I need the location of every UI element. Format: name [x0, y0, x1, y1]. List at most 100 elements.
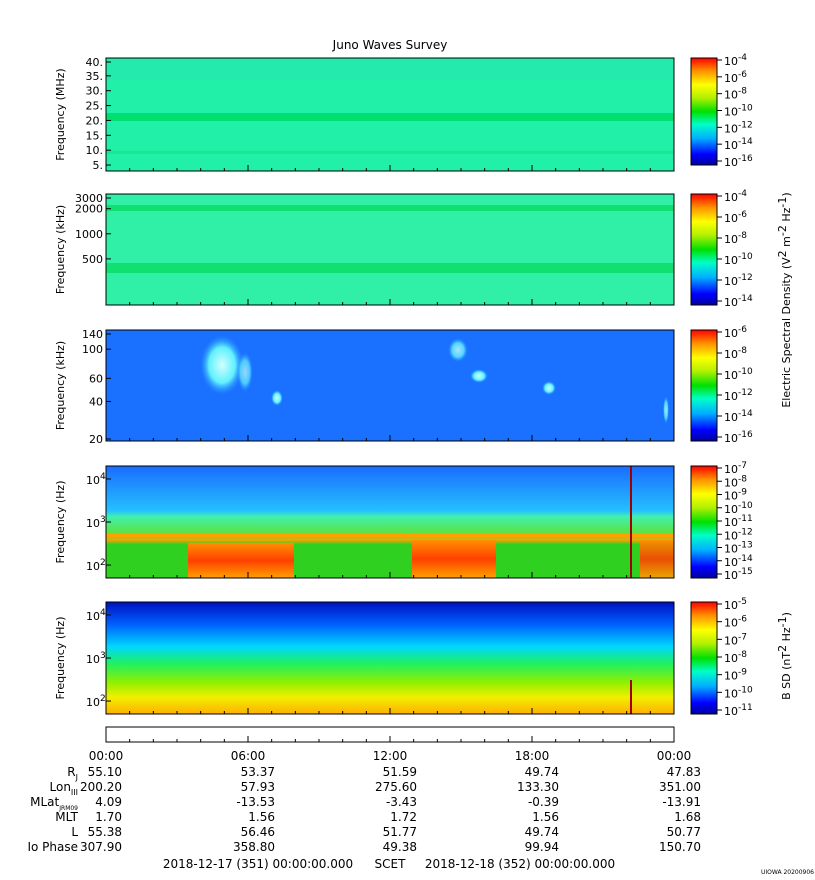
panel-2-colorbar	[690, 193, 718, 306]
panel-5-spectrogram	[105, 601, 675, 715]
panel-3-colorbar-label: 10-14	[724, 409, 753, 424]
xtick-label: 00:00	[657, 749, 692, 763]
panel-3-colorbar-label: 10-10	[724, 367, 753, 382]
ephemeris-value: 49.74	[525, 825, 559, 839]
band-20mhz	[106, 113, 674, 121]
panel-5-colorbar	[690, 601, 718, 715]
panel-5-colorbar-label: 10-10	[724, 685, 753, 700]
panel-1-colorbar-label: 10-6	[724, 70, 747, 85]
panel-4-ytick-label: 103	[86, 515, 106, 530]
xtick-label: 00:00	[89, 749, 124, 763]
ephemeris-value: 1.70	[95, 810, 122, 824]
panel-2-ylabel: Frequency (kHz)	[54, 205, 67, 294]
panel-1-spectrogram	[105, 57, 675, 172]
ephemeris-row-label: Io Phase	[27, 840, 78, 854]
ephemeris-value: 53.37	[241, 765, 275, 779]
ephemeris-value: 307.90	[80, 840, 122, 854]
chart-title: Juno Waves Survey	[332, 38, 448, 52]
panel-3-ytick-label: 20	[89, 433, 103, 446]
panel-3-ytick-label: 40	[89, 395, 103, 408]
panel-1-ytick-label: 20.	[86, 114, 104, 127]
panel-1-colorbar-label: 10-8	[724, 87, 747, 102]
panel-1-colorbar-label: 10-10	[724, 104, 753, 119]
ephemeris-value: 50.77	[667, 825, 701, 839]
panel-5-ytick-label: 103	[86, 651, 106, 666]
ephemeris-value: 200.20	[80, 780, 122, 794]
ephemeris-value: 275.60	[375, 780, 417, 794]
panel-1-ylabel: Frequency (MHz)	[54, 68, 67, 160]
panel-4-colorbar-label: 10-10	[724, 501, 753, 516]
panel-2-colorbar-label: 10-4	[724, 189, 747, 204]
colorbar-title-magnetic: B SD (nT2 Hz-1)	[776, 612, 793, 700]
panel-5-colorbar-label: 10-6	[724, 615, 747, 630]
ephemeris-value: -13.53	[236, 795, 275, 809]
panel-5-colorbar-label: 10-11	[724, 703, 753, 718]
panel-1-colorbar-label: 10-12	[724, 120, 753, 135]
panel-4-colorbar-label: 10-11	[724, 514, 753, 529]
emission-patch-2	[412, 540, 496, 578]
ephemeris-row-label: LonIII	[50, 780, 79, 797]
panel-4-colorbar-label: 10-14	[724, 554, 753, 569]
ephemeris-value: 133.30	[517, 780, 559, 794]
ephemeris-value: 1.56	[532, 810, 559, 824]
ephemeris-value: -13.91	[662, 795, 701, 809]
panel-3-colorbar-label: 10-12	[724, 388, 753, 403]
ephemeris-row-label: L	[71, 825, 78, 839]
ephemeris-value: 47.83	[667, 765, 701, 779]
panel-1-ytick-label: 15.	[86, 129, 104, 142]
ephemeris-value: 56.46	[241, 825, 275, 839]
panel-1-colorbar-label: 10-16	[724, 154, 753, 169]
time-end: 2018-12-18 (352) 00:00:00.000	[425, 857, 615, 871]
panel-5-colorbar-label: 10-7	[724, 632, 747, 647]
ephemeris-value: 51.77	[383, 825, 417, 839]
panel-5-ytick-label: 104	[86, 608, 106, 623]
panel-5-colorbar-label: 10-5	[724, 597, 747, 612]
panel-1-colorbar-label: 10-4	[724, 53, 747, 68]
panel-4-ylabel: Frequency (Hz)	[54, 481, 67, 564]
xtick-label: 12:00	[373, 749, 408, 763]
panel-4-colorbar-label: 10-13	[724, 541, 753, 556]
panel-3-spectrogram	[105, 329, 675, 442]
panel-5-ylabel: Frequency (Hz)	[54, 617, 67, 700]
panel-3-ytick-label: 60	[89, 372, 103, 385]
panel-2-colorbar-label: 10-14	[724, 294, 753, 309]
ephemeris-value: 4.09	[95, 795, 122, 809]
panel-4-ytick-label: 102	[86, 558, 106, 573]
panel-1-ytick-label: 10.	[86, 144, 104, 157]
chart-marks: Frequency (MHz) 40.35. 30. 25.20. 15. 10. 5. 10…	[27, 53, 814, 876]
panel-3-ytick-label: 100	[82, 343, 103, 356]
ephemeris-value: -0.39	[528, 795, 559, 809]
panel-4-colorbar	[690, 465, 718, 579]
ephemeris-value: 351.00	[659, 780, 701, 794]
panel-1-ytick-label: 40.	[86, 56, 104, 69]
panel-3-colorbar-label: 10-8	[724, 346, 747, 361]
panel-2-ytick-label: 1000	[75, 228, 103, 241]
panel-3-ytick-label: 140	[82, 328, 103, 341]
colorbar-title-electric: Electric Spectral Density (V2 m-2 Hz-1)	[776, 192, 793, 407]
xtick-label: 18:00	[515, 749, 550, 763]
panel-5-ytick-label: 102	[86, 694, 106, 709]
panel-3-colorbar-label: 10-6	[724, 325, 747, 340]
panel-1-colorbar-label: 10-14	[724, 137, 753, 152]
time-start: 2018-12-17 (351) 00:00:00.000	[163, 857, 353, 871]
panel-3-colorbar	[690, 329, 718, 442]
panel-5-colorbar-label: 10-8	[724, 650, 747, 665]
scet-label: SCET	[375, 857, 407, 871]
panel-2-ytick-label: 2000	[75, 203, 103, 216]
ephemeris-value: 99.94	[525, 840, 559, 854]
panel-1-ytick-label: 35.	[86, 70, 104, 83]
ephemeris-row-label: RJ	[67, 765, 78, 782]
panel-4-colorbar-label: 10-12	[724, 527, 753, 542]
ephemeris-row-label: MLT	[55, 810, 78, 824]
ephemeris-value: 1.72	[390, 810, 417, 824]
panel-3-ylabel: Frequency (kHz)	[54, 341, 67, 430]
panel-1-colorbar	[690, 57, 718, 166]
panel-4-colorbar-label: 10-9	[724, 488, 747, 503]
ephemeris-value: 1.68	[674, 810, 701, 824]
ephemeris-value: 150.70	[659, 840, 701, 854]
panel-5-colorbar-label: 10-9	[724, 668, 747, 683]
panel-4-spectrogram	[105, 465, 675, 579]
panel-2-colorbar-label: 10-12	[724, 273, 753, 288]
panel-2-colorbar-label: 10-8	[724, 231, 747, 246]
